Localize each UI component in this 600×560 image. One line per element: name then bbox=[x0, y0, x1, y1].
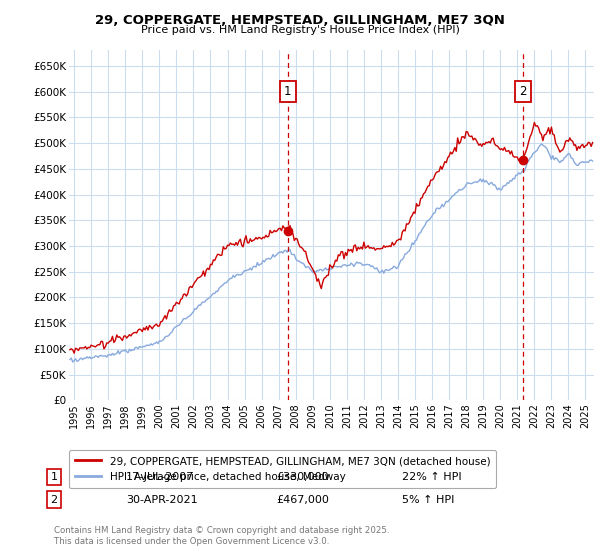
Text: 30-APR-2021: 30-APR-2021 bbox=[126, 494, 197, 505]
Text: Contains HM Land Registry data © Crown copyright and database right 2025.
This d: Contains HM Land Registry data © Crown c… bbox=[54, 526, 389, 546]
Text: 2: 2 bbox=[519, 85, 527, 98]
Text: 1: 1 bbox=[284, 85, 292, 98]
Text: 2: 2 bbox=[50, 494, 58, 505]
Text: 5% ↑ HPI: 5% ↑ HPI bbox=[402, 494, 454, 505]
Text: 17-JUL-2007: 17-JUL-2007 bbox=[126, 472, 194, 482]
Text: 29, COPPERGATE, HEMPSTEAD, GILLINGHAM, ME7 3QN: 29, COPPERGATE, HEMPSTEAD, GILLINGHAM, M… bbox=[95, 14, 505, 27]
Text: £330,000: £330,000 bbox=[276, 472, 329, 482]
Text: 1: 1 bbox=[50, 472, 58, 482]
Text: 22% ↑ HPI: 22% ↑ HPI bbox=[402, 472, 461, 482]
Legend: 29, COPPERGATE, HEMPSTEAD, GILLINGHAM, ME7 3QN (detached house), HPI: Average pr: 29, COPPERGATE, HEMPSTEAD, GILLINGHAM, M… bbox=[69, 450, 496, 488]
Text: Price paid vs. HM Land Registry's House Price Index (HPI): Price paid vs. HM Land Registry's House … bbox=[140, 25, 460, 35]
Text: £467,000: £467,000 bbox=[276, 494, 329, 505]
